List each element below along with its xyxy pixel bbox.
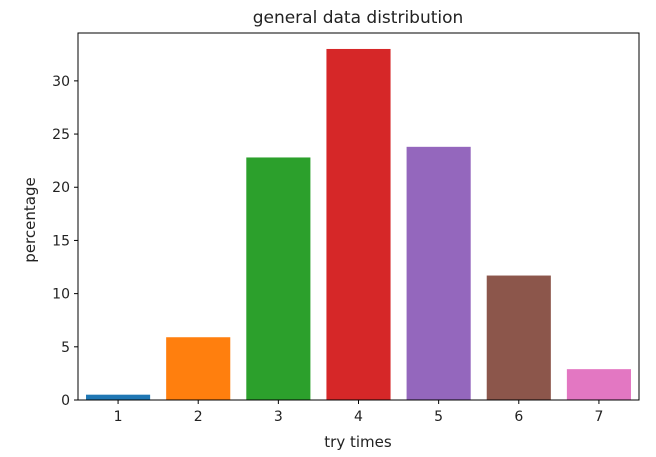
bar-3 — [246, 157, 311, 400]
bar-5 — [406, 146, 471, 400]
bars-group — [86, 48, 631, 401]
y-tick-label: 30 — [52, 74, 70, 90]
y-tick-label: 15 — [52, 233, 70, 249]
bar-6 — [486, 275, 551, 400]
y-axis-ticks: 0 5 10 15 20 25 30 — [52, 74, 78, 409]
x-axis-ticks: 1 2 3 4 5 6 7 — [114, 400, 603, 425]
bar-7 — [566, 369, 631, 400]
chart-title: general data distribution — [253, 8, 464, 28]
x-tick-label: 6 — [514, 409, 523, 425]
x-tick-label: 5 — [434, 409, 443, 425]
x-tick-label: 2 — [194, 409, 203, 425]
bar-4 — [326, 48, 391, 401]
x-tick-label: 4 — [354, 409, 363, 425]
bar-2 — [166, 337, 231, 400]
x-tick-label: 3 — [274, 409, 283, 425]
y-tick-label: 10 — [52, 287, 70, 303]
x-tick-label: 1 — [114, 409, 123, 425]
x-tick-label: 7 — [594, 409, 603, 425]
y-tick-label: 25 — [52, 127, 70, 143]
y-axis-label: percentage — [21, 177, 39, 262]
plot-frame — [77, 32, 640, 401]
y-tick-label: 0 — [61, 393, 70, 409]
x-axis-label: try times — [324, 433, 392, 451]
y-tick-label: 5 — [61, 340, 70, 356]
y-tick-label: 20 — [52, 180, 70, 196]
bar-1 — [86, 394, 151, 400]
